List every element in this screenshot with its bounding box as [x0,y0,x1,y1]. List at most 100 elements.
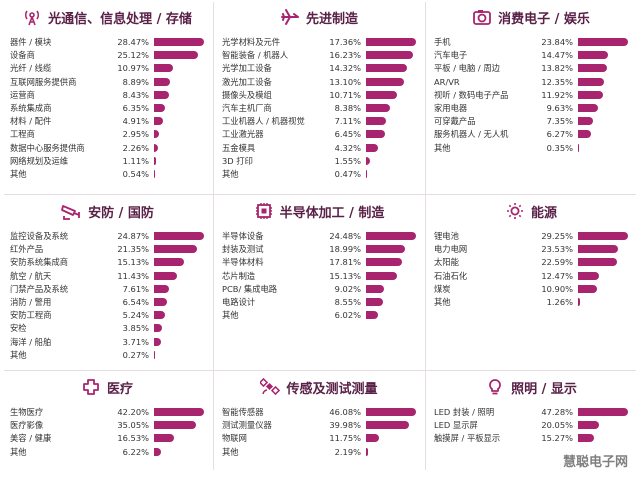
value-label: 42.20% [117,407,149,417]
bar-row: 半导体材料 17.81% [216,256,422,269]
bar [154,311,165,320]
bar-row: 视听 / 数码电子产品 11.92% [428,89,634,102]
category-label: 其他 [222,446,239,457]
watermark: 慧聪电子网 [562,455,628,470]
category-label: 美容 / 健康 [10,433,52,444]
category-label: 其他 [434,297,451,307]
bar-row: 其他 6.22% [4,446,210,459]
value-label: 15.27% [541,433,573,444]
category-label: 生物医疗 [10,407,44,417]
bar-row: 平板 / 电脑 / 周边 13.82% [428,62,634,75]
category-label: 光学材料及元件 [222,37,281,47]
value-label: 6.27% [546,129,573,140]
category-label: 五金模具 [222,142,256,153]
value-label: 47.28% [541,407,573,417]
bar [366,143,379,152]
category-label: 海洋 / 船舶 [10,336,52,347]
category-label: AR/VR [434,76,460,87]
bar [578,284,597,293]
bar-row: 太阳能 22.59% [428,256,634,269]
value-label: 14.47% [541,50,573,61]
panel-2: 先进制造 光学材料及元件 17.36% 智能装备 / 机器人 16.23% 光学加工设备 1… [216,2,422,192]
category-label: 工程商 [10,129,35,140]
bar-row: 封装及测试 18.99% [216,243,422,256]
bar-row: 运营商 8.43% [4,89,210,102]
bar [154,350,155,359]
category-label: 太阳能 [434,257,459,268]
panel-9: 照明 / 显示 LED 封装 / 照明 47.28% LED 显示屏 20.05% 触摸屏… [428,372,634,478]
value-label: 11.92% [541,89,573,100]
bar-row: 海洋 / 船舶 3.71% [4,336,210,349]
bar [578,298,581,306]
bar-row: 设备商 25.12% [4,49,210,62]
value-label: 0.47% [334,169,361,179]
category-label: 测试测量仪器 [222,420,272,431]
bar-row: 电力电网 23.53% [428,243,634,256]
bar [578,143,579,152]
category-label: 光纤 / 线缆 [10,63,52,74]
bar [366,156,371,165]
value-label: 7.35% [546,116,573,127]
value-label: 1.26% [546,297,573,307]
bar [154,130,160,139]
bar-row: 五金模具 4.32% [216,142,422,155]
bar [578,245,619,254]
value-label: 6.35% [122,103,149,113]
value-label: 8.55% [334,297,361,307]
bar [366,271,397,280]
category-label: 工业机器人 / 机器视觉 [222,116,305,127]
panel-8: 传感及测试测量 智能传感器 46.08% 测试测量仪器 39.98% 物联网 11.75% 其… [216,372,422,478]
value-label: 10.71% [329,89,361,100]
category-label: 材料 / 配件 [10,116,52,127]
category-label: 光学加工设备 [222,63,272,74]
row-divider [4,370,636,371]
bar [366,311,379,320]
row-divider [4,194,636,195]
bar-row: 系统集成商 6.35% [4,102,210,115]
panel-title: 医疗 [4,378,210,397]
bar-row: 智能装备 / 机器人 16.23% [216,49,422,62]
bar-row: 数据中心服务提供商 2.26% [4,142,210,155]
bar-row: 汽车主机厂商 8.38% [216,102,422,115]
bar [578,130,592,139]
value-label: 6.22% [122,446,149,457]
category-label: 系统集成商 [10,103,52,113]
bar [366,51,413,60]
value-label: 4.32% [334,142,361,153]
panel-7: 医疗 生物医疗 42.20% 医疗影像 35.05% 美容 / 健康 16.53% 其他 6.2… [4,372,210,478]
value-label: 8.43% [122,89,149,100]
bar-row: 安检 3.85% [4,322,210,335]
bar [366,232,416,240]
panel-3: 消费电子 / 娱乐 手机 23.84% 汽车电子 14.47% 平板 / 电脑 / 周边 1… [428,2,634,192]
bar-row: 工程商 2.95% [4,128,210,141]
value-label: 15.13% [117,257,149,268]
bar [578,77,604,86]
value-label: 29.25% [541,231,573,241]
value-label: 17.36% [329,37,361,47]
value-label: 24.48% [329,231,361,241]
category-label: 智能装备 / 机器人 [222,50,289,61]
bar-row: 医疗影像 35.05% [4,419,210,432]
value-label: 7.11% [334,116,361,127]
value-label: 10.90% [541,283,573,294]
category-label: 电力电网 [434,244,468,255]
value-label: 18.99% [329,244,361,255]
value-label: 0.54% [122,169,149,179]
category-label: 医疗影像 [10,420,44,431]
panel-title-text: 能源 [530,206,557,221]
bar-row: 红外产品 21.35% [4,243,210,256]
category-label: 视听 / 数码电子产品 [434,89,509,100]
bar-row: 汽车电子 14.47% [428,49,634,62]
bar [366,284,385,293]
category-label: 红外产品 [10,244,44,255]
panel-title-text: 传感及测试测量 [286,382,378,397]
bar [154,284,170,293]
panel-title: 照明 / 显示 [428,378,634,397]
bar-row: 物联网 11.75% [216,432,422,445]
bar [154,408,204,416]
bar [578,104,599,112]
category-label: 3D 打印 [222,155,253,166]
value-label: 12.47% [541,270,573,281]
category-label: 其他 [434,142,451,153]
bar-row: 锂电池 29.25% [428,230,634,243]
